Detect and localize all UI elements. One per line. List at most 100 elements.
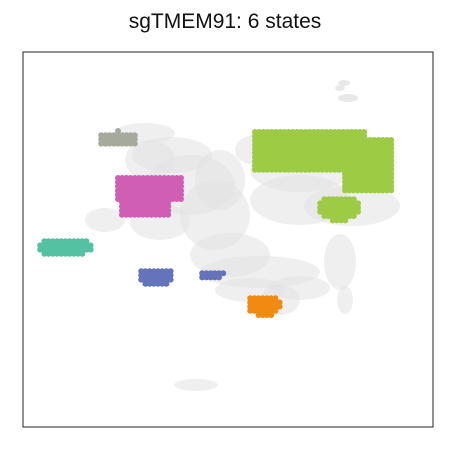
data-point xyxy=(281,145,288,152)
data-point xyxy=(135,195,142,201)
data-point xyxy=(115,140,121,147)
background-cell-cluster xyxy=(174,379,218,391)
data-point xyxy=(379,153,386,160)
data-point xyxy=(272,303,279,310)
data-point xyxy=(79,238,86,245)
data-point xyxy=(251,295,258,302)
data-point xyxy=(144,175,151,181)
data-point xyxy=(161,203,167,210)
data-point xyxy=(256,145,263,152)
data-point xyxy=(49,238,56,245)
data-point xyxy=(264,158,271,165)
data-point xyxy=(256,158,263,165)
data-point xyxy=(310,145,317,152)
data-point xyxy=(342,137,348,143)
data-point xyxy=(379,166,386,173)
data-point xyxy=(87,246,94,253)
data-point xyxy=(115,128,121,134)
data-point xyxy=(350,204,357,211)
data-point xyxy=(289,154,296,161)
data-point xyxy=(220,270,227,277)
data-point xyxy=(375,145,382,152)
data-point xyxy=(327,129,334,135)
data-point xyxy=(346,196,353,203)
data-point xyxy=(273,137,279,144)
data-point xyxy=(165,211,172,218)
data-point xyxy=(273,133,279,140)
data-point xyxy=(268,166,275,173)
data-point xyxy=(323,150,330,156)
data-point xyxy=(329,204,336,211)
data-point xyxy=(169,175,176,181)
data-point xyxy=(115,183,121,190)
data-point xyxy=(146,280,153,287)
data-point xyxy=(371,166,378,173)
data-point xyxy=(388,149,395,156)
data-point xyxy=(371,183,378,190)
data-point xyxy=(264,299,270,306)
data-point xyxy=(156,203,163,210)
data-point xyxy=(375,158,382,164)
data-point xyxy=(354,179,361,185)
data-point xyxy=(144,203,151,210)
data-point xyxy=(277,162,284,169)
data-point xyxy=(144,199,151,206)
data-point xyxy=(131,195,138,201)
state-cluster-2 xyxy=(115,175,184,218)
data-point xyxy=(136,179,142,186)
data-point xyxy=(289,162,296,169)
data-point xyxy=(354,166,361,173)
data-point xyxy=(338,204,345,211)
data-point xyxy=(211,274,218,281)
data-point xyxy=(354,162,361,169)
data-point xyxy=(344,129,351,135)
data-point xyxy=(367,179,374,185)
data-point xyxy=(256,141,263,148)
data-point xyxy=(338,196,345,203)
data-point xyxy=(165,183,172,190)
data-point xyxy=(358,141,365,148)
data-point xyxy=(367,183,374,190)
data-point xyxy=(131,211,138,218)
data-point xyxy=(355,208,361,215)
data-point xyxy=(363,179,369,185)
data-point xyxy=(281,141,288,148)
data-point xyxy=(252,133,258,140)
data-point xyxy=(156,199,163,206)
data-point xyxy=(379,149,386,156)
data-point xyxy=(315,129,321,135)
data-point xyxy=(334,204,340,211)
data-point xyxy=(384,158,390,164)
data-point xyxy=(260,158,267,165)
data-point xyxy=(165,175,172,181)
data-point xyxy=(66,238,73,245)
data-point xyxy=(323,154,330,161)
data-point xyxy=(310,137,317,144)
data-point xyxy=(331,162,338,169)
data-point xyxy=(131,140,138,147)
data-point xyxy=(123,195,130,201)
data-point xyxy=(375,137,382,143)
data-point xyxy=(338,217,345,224)
data-point xyxy=(136,187,142,194)
data-point xyxy=(367,149,374,156)
data-point xyxy=(285,137,292,144)
data-point xyxy=(264,166,271,173)
data-point xyxy=(289,129,296,135)
data-point xyxy=(285,145,292,152)
data-point xyxy=(273,141,279,148)
data-point xyxy=(375,141,382,148)
data-point xyxy=(131,179,138,186)
data-point xyxy=(342,204,349,211)
data-point xyxy=(150,268,157,275)
data-point xyxy=(315,166,321,173)
data-point xyxy=(70,238,77,245)
data-point xyxy=(384,149,390,156)
data-point xyxy=(41,246,48,253)
data-point xyxy=(264,312,270,318)
data-point xyxy=(161,187,168,194)
data-point xyxy=(75,250,81,257)
data-point xyxy=(294,158,300,165)
data-point xyxy=(256,129,263,135)
